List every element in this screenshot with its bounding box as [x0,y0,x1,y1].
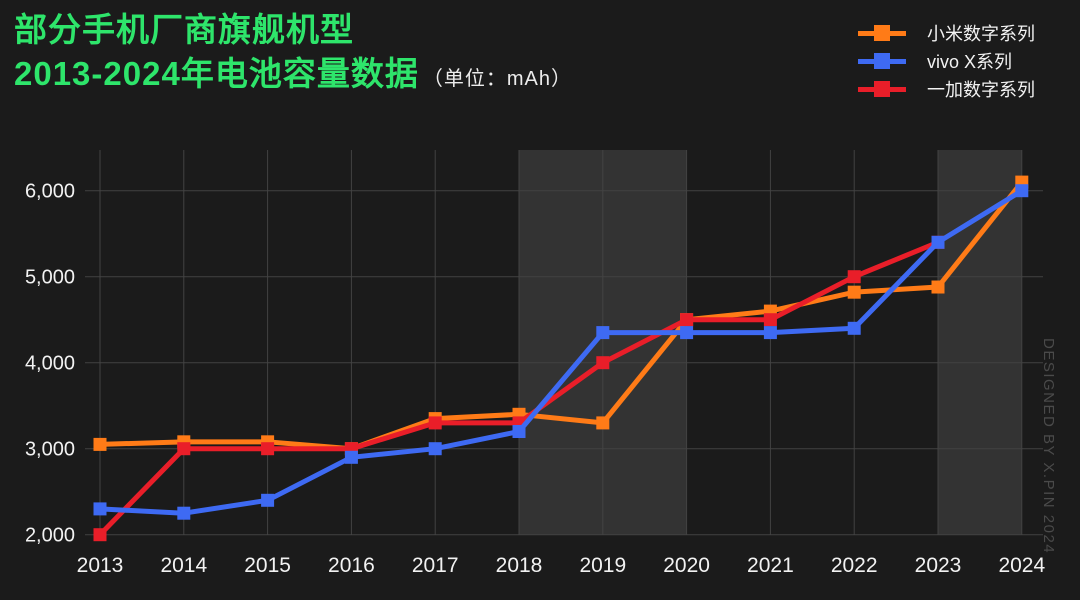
x-axis-tick-label: 2022 [831,554,878,577]
series-marker-2 [177,442,191,456]
series-marker-1 [428,442,442,456]
y-axis-tick-label: 5,000 [25,267,75,289]
chart-title-line1: 部分手机厂商旗舰机型 [14,11,354,48]
y-axis-tick-label: 6,000 [25,181,75,203]
x-axis-tick-label: 2016 [328,554,375,577]
x-axis-tick-label: 2019 [579,554,626,577]
legend-line-square-icon [858,52,906,70]
x-axis-tick-label: 2023 [915,554,962,577]
series-marker-2 [847,270,861,284]
legend-marker-square [874,53,890,69]
y-axis-tick-label: 3,000 [25,439,75,461]
series-marker-2 [763,313,777,327]
chart-title-line2-text: 2013-2024年电池容量数据 [14,55,419,92]
legend-line-square-icon [858,80,906,98]
series-marker-1 [177,506,191,520]
y-axis-tick-label: 4,000 [25,353,75,375]
series-marker-2 [680,313,694,327]
legend-marker-square [874,81,890,97]
series-marker-0 [596,416,610,430]
series-marker-2 [93,528,107,542]
legend-item-1: vivo X系列 [858,47,1035,75]
series-marker-1 [344,450,358,464]
x-axis-tick-label: 2017 [412,554,459,577]
series-marker-1 [512,425,526,438]
series-marker-1 [680,326,694,340]
chart-title-line2: 2013-2024年电池容量数据 （单位：mAh） [14,52,572,101]
y-axis-tick-label: 2,000 [25,525,75,547]
legend-label: 一加数字系列 [927,80,1035,100]
legend-marker-square [874,25,890,41]
chart-unit-note: （单位：mAh） [422,68,572,90]
series-marker-1 [763,326,777,340]
series-line-1 [97,188,1025,516]
x-axis-tick-label: 2024 [998,554,1045,577]
legend-label: vivo X系列 [927,52,1013,72]
series-marker-2 [261,442,275,456]
x-axis-tick-label: 2018 [496,554,543,577]
series-marker-1 [1015,184,1029,198]
series-marker-0 [93,437,107,451]
title-block: 部分手机厂商旗舰机型 2013-2024年电池容量数据 （单位：mAh） [14,8,572,101]
series-marker-1 [596,326,610,340]
x-axis-tick-label: 2021 [747,554,794,577]
chart-legend: 小米数字系列 vivo X系列一加数字系列 [858,19,1035,103]
series-marker-2 [596,356,610,370]
x-axis-tick-label: 2014 [160,554,207,577]
series-marker-1 [93,502,107,516]
legend-item-0: 小米数字系列 [858,19,1035,47]
series-marker-1 [261,493,275,507]
highlight-band-1 [938,150,1022,535]
x-axis-tick-label: 2020 [663,554,710,577]
legend-item-2: 一加数字系列 [858,75,1035,103]
legend-line-square-icon [858,24,906,42]
series-marker-1 [931,235,945,249]
x-axis-tick-label: 2015 [244,554,291,577]
series-marker-0 [847,285,861,299]
x-axis-tick-label: 2013 [77,554,124,577]
series-marker-1 [847,321,861,335]
series-marker-2 [428,416,442,430]
legend-label: 小米数字系列 [927,24,1035,44]
series-marker-0 [931,280,945,294]
designer-watermark: DESIGNED BY X.PIN 2024 [1040,338,1057,555]
series-line-0 [97,179,1025,452]
